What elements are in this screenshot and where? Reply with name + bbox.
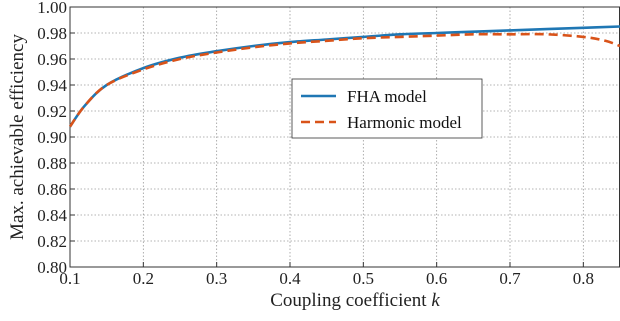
legend-box (291, 78, 483, 139)
y-tick-label: 0.98 (37, 24, 67, 43)
y-tick-label: 0.92 (37, 102, 67, 121)
y-tick-label: 0.80 (37, 258, 67, 277)
x-axis-title: Coupling coefficient k (270, 290, 440, 311)
y-tick-label: 0.96 (37, 50, 67, 69)
x-tick-label: 0.6 (426, 269, 447, 288)
x-tick-label: 0.3 (206, 269, 227, 288)
x-tick-label: 0.8 (573, 269, 594, 288)
x-tick-label: 0.7 (499, 269, 521, 288)
x-axis-variable: k (431, 290, 440, 311)
series-line-harmonic (68, 32, 620, 128)
x-tick-label: 0.1 (59, 269, 80, 288)
x-tick-label: 0.2 (133, 269, 154, 288)
legend-label-harmonic: Harmonic model (347, 113, 462, 132)
y-tick-label: 0.88 (37, 154, 67, 173)
x-axis-title-text: Coupling coefficient (270, 290, 427, 311)
y-tick-label: 1.00 (37, 0, 67, 17)
x-tick-label: 0.5 (353, 269, 374, 288)
y-tick-label: 0.86 (37, 180, 67, 199)
y-tick-label: 0.94 (37, 76, 67, 95)
axis-ticks: 0.1 0.2 0.3 0.4 0.5 0.6 0.7 0.8 0.80 0.82 0.84 0.86… (37, 0, 594, 288)
y-axis-title: Max. achievable efficiency (7, 34, 28, 240)
legend-label-fha: FHA model (347, 87, 427, 106)
legend: FHA model Harmonic model (291, 78, 483, 139)
series (68, 25, 620, 128)
y-tick-label: 0.90 (37, 128, 67, 147)
grid (70, 7, 620, 267)
y-tick-label: 0.84 (37, 206, 67, 225)
y-tick-label: 0.82 (37, 232, 67, 251)
x-tick-label: 0.4 (279, 269, 301, 288)
